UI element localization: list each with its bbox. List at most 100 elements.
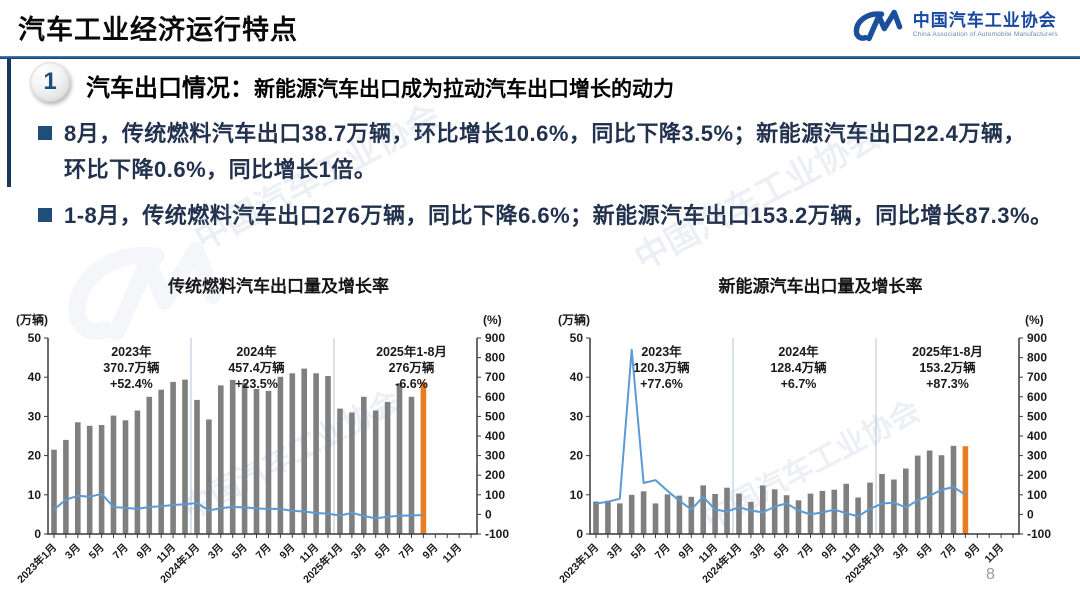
svg-text:20: 20	[28, 449, 42, 463]
section-heading-main: 汽车出口情况：	[86, 75, 254, 102]
svg-text:3月: 3月	[891, 542, 911, 562]
svg-text:+77.6%: +77.6%	[640, 377, 683, 391]
svg-text:300: 300	[1027, 449, 1047, 463]
svg-text:(万辆): (万辆)	[558, 312, 590, 327]
svg-text:2024年: 2024年	[236, 344, 277, 359]
svg-text:-6.6%: -6.6%	[395, 377, 428, 391]
caam-logo-icon	[853, 9, 903, 42]
svg-text:(万辆): (万辆)	[16, 312, 48, 327]
svg-text:0: 0	[485, 507, 492, 521]
page-number: 8	[986, 566, 995, 583]
svg-text:9月: 9月	[134, 542, 154, 562]
svg-text:800: 800	[485, 351, 505, 365]
svg-text:7月: 7月	[254, 542, 274, 562]
svg-text:9月: 9月	[676, 542, 696, 562]
svg-text:3月: 3月	[206, 542, 226, 562]
svg-text:500: 500	[485, 409, 505, 423]
svg-text:200: 200	[1027, 468, 1047, 482]
svg-text:3月: 3月	[63, 542, 83, 562]
svg-text:5月: 5月	[629, 542, 649, 562]
svg-text:11月: 11月	[982, 542, 1006, 566]
svg-text:30: 30	[570, 409, 584, 423]
svg-text:400: 400	[485, 429, 505, 443]
left-accent-bar	[7, 59, 11, 187]
bullet-line: 环比下降0.6%，同比增长1倍。	[64, 157, 377, 182]
svg-text:7月: 7月	[653, 542, 673, 562]
svg-text:300: 300	[485, 449, 505, 463]
svg-text:120.3万辆: 120.3万辆	[633, 360, 690, 375]
svg-text:700: 700	[485, 370, 505, 384]
svg-text:7月: 7月	[397, 542, 417, 562]
svg-text:457.4万辆: 457.4万辆	[228, 360, 285, 375]
svg-text:20: 20	[570, 449, 584, 463]
bullet-square-icon	[38, 126, 52, 140]
chart-traditional-fuel-exports: 传统燃料汽车出口量及增长率 0 10 20 30 40 50 -100 0 100 200 300 4…	[8, 272, 523, 604]
svg-text:0: 0	[34, 527, 41, 541]
section-heading: 汽车出口情况： 新能源汽车出口成为拉动汽车出口增长的动力	[86, 68, 674, 102]
svg-text:128.4万辆: 128.4万辆	[770, 360, 827, 375]
svg-text:30: 30	[28, 409, 42, 423]
chart-canvas: 0 10 20 30 40 50 -100 0 100 200 300 400 500 600 700 800…	[550, 298, 1065, 598]
caam-logo: 中国汽车工业协会 China Association of Automobile…	[851, 6, 1058, 44]
svg-text:2025年1-8月: 2025年1-8月	[376, 344, 447, 359]
chart-canvas: 0 10 20 30 40 50 -100 0 100 200 300 400 500 600 700 800…	[8, 298, 523, 598]
svg-text:7月: 7月	[111, 542, 131, 562]
svg-text:0: 0	[576, 527, 583, 541]
chart-nev-exports: 新能源汽车出口量及增长率 0 10 20 30 40 50 -100 0 100 200 300 40…	[550, 272, 1065, 604]
svg-text:5月: 5月	[230, 542, 250, 562]
svg-text:9月: 9月	[420, 542, 440, 562]
svg-text:7月: 7月	[796, 542, 816, 562]
svg-text:2023年1月: 2023年1月	[14, 541, 59, 586]
svg-text:40: 40	[28, 370, 42, 384]
svg-text:10: 10	[28, 488, 42, 502]
bullet-line: 1-8月，传统燃料汽车出口276万辆，同比下降6.6%；新能源汽车出口153.2…	[64, 203, 1053, 228]
svg-text:500: 500	[1027, 409, 1047, 423]
logo-org-name-cn: 中国汽车工业协会	[912, 11, 1057, 31]
bullet-item-jan-aug: 1-8月，传统燃料汽车出口276万辆，同比下降6.6%；新能源汽车出口153.2…	[38, 198, 1058, 234]
chart-title: 传统燃料汽车出口量及增长率	[168, 277, 389, 296]
bullet-item-august: 8月，传统燃料汽车出口38.7万辆，环比增长10.6%，同比下降3.5%；新能源…	[38, 116, 1058, 188]
logo-org-name-en: China Association of Automobile Manufact…	[912, 30, 1058, 38]
svg-text:600: 600	[485, 390, 505, 404]
svg-text:3月: 3月	[748, 542, 768, 562]
title-divider	[0, 56, 1080, 59]
svg-text:153.2万辆: 153.2万辆	[919, 360, 976, 375]
svg-text:100: 100	[1027, 488, 1047, 502]
svg-text:2023年: 2023年	[641, 344, 682, 359]
svg-text:800: 800	[1027, 351, 1047, 365]
svg-text:2023年: 2023年	[111, 344, 152, 359]
svg-text:3月: 3月	[605, 542, 625, 562]
svg-text:700: 700	[1027, 370, 1047, 384]
svg-text:+23.5%: +23.5%	[235, 377, 278, 391]
svg-text:9月: 9月	[962, 542, 982, 562]
svg-text:7月: 7月	[939, 542, 959, 562]
svg-text:(%): (%)	[1025, 313, 1044, 327]
svg-text:(%): (%)	[483, 313, 502, 327]
svg-text:5月: 5月	[772, 542, 792, 562]
section-heading-sub: 新能源汽车出口成为拉动汽车出口增长的动力	[254, 78, 674, 101]
svg-text:50: 50	[570, 331, 584, 345]
svg-text:100: 100	[485, 488, 505, 502]
bullet-square-icon	[38, 208, 52, 222]
svg-text:276万辆: 276万辆	[389, 360, 435, 375]
chart-title: 新能源汽车出口量及增长率	[718, 277, 923, 296]
svg-text:+52.4%: +52.4%	[110, 377, 153, 391]
svg-text:400: 400	[1027, 429, 1047, 443]
svg-text:9月: 9月	[277, 542, 297, 562]
svg-text:0: 0	[1027, 507, 1034, 521]
svg-text:5月: 5月	[373, 542, 393, 562]
bullet-line: 8月，传统燃料汽车出口38.7万辆，环比增长10.6%，同比下降3.5%；新能源…	[64, 121, 1026, 146]
svg-text:50: 50	[28, 331, 42, 345]
svg-text:5月: 5月	[915, 542, 935, 562]
svg-text:11月: 11月	[440, 542, 464, 566]
svg-text:5月: 5月	[87, 542, 107, 562]
svg-text:9月: 9月	[819, 542, 839, 562]
svg-text:2023年1月: 2023年1月	[556, 541, 601, 586]
svg-text:-100: -100	[1027, 527, 1051, 541]
svg-text:900: 900	[485, 331, 505, 345]
section-number-badge: 1	[30, 62, 70, 102]
svg-text:2025年1-8月: 2025年1-8月	[912, 344, 983, 359]
svg-text:10: 10	[570, 488, 584, 502]
svg-text:+87.3%: +87.3%	[926, 377, 969, 391]
